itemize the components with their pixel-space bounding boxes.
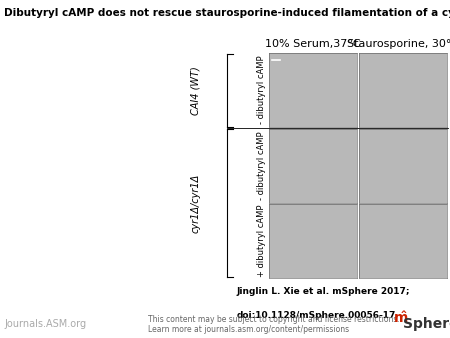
Text: Journals.ASM.org: Journals.ASM.org [4, 319, 86, 330]
Text: doi:10.1128/mSphere.00056-17: doi:10.1128/mSphere.00056-17 [236, 311, 396, 320]
Text: Staurosporine, 30°C: Staurosporine, 30°C [346, 39, 450, 49]
Text: Jinglin L. Xie et al. mSphere 2017;: Jinglin L. Xie et al. mSphere 2017; [236, 287, 410, 296]
Text: Dibutyryl cAMP does not rescue staurosporine-induced filamentation of a cyr1Δ/cy: Dibutyryl cAMP does not rescue staurospo… [4, 8, 450, 19]
Text: + dibutyryl cAMP: + dibutyryl cAMP [256, 205, 266, 277]
Text: Sphere: Sphere [403, 317, 450, 332]
Text: CAI4 (WT): CAI4 (WT) [191, 66, 201, 115]
Text: This content may be subject to copyright and license restrictions.
Learn more at: This content may be subject to copyright… [148, 315, 400, 334]
Text: - dibutyryl cAMP: - dibutyryl cAMP [256, 131, 266, 200]
Text: m̂: m̂ [394, 311, 408, 325]
Text: 10% Serum,37°C: 10% Serum,37°C [265, 39, 360, 49]
Text: cyr1Δ/cyr1Δ: cyr1Δ/cyr1Δ [191, 174, 201, 233]
Text: - dibutyryl cAMP: - dibutyryl cAMP [256, 56, 266, 124]
